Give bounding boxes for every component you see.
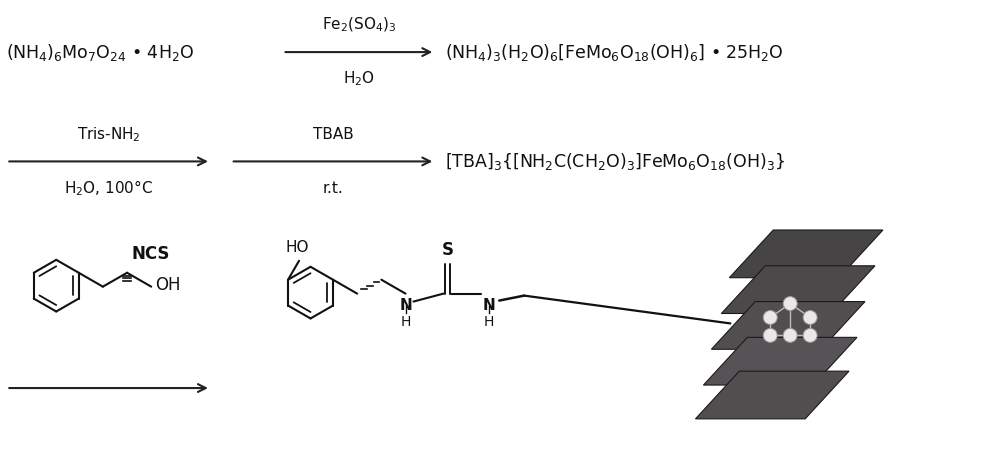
Text: HO: HO [285,240,309,255]
Circle shape [803,328,817,343]
Polygon shape [695,371,849,419]
Text: Tris-NH$_2$: Tris-NH$_2$ [77,125,140,144]
Circle shape [763,311,777,325]
Circle shape [803,311,817,325]
Text: TBAB: TBAB [313,127,353,142]
Text: H: H [400,315,411,330]
Text: (NH$_4$)$_6$Mo$_7$O$_{24}$ • 4H$_2$O: (NH$_4$)$_6$Mo$_7$O$_{24}$ • 4H$_2$O [6,41,195,63]
Text: H$_2$O, 100°C: H$_2$O, 100°C [64,178,153,198]
Text: N: N [483,298,496,313]
Text: OH: OH [155,276,181,294]
Circle shape [763,328,777,343]
Text: H: H [484,315,494,330]
Text: r.t.: r.t. [323,181,343,196]
Text: NCS: NCS [131,245,169,263]
Text: Fe$_2$(SO$_4$)$_3$: Fe$_2$(SO$_4$)$_3$ [322,16,396,35]
Text: S: S [441,241,453,259]
Circle shape [783,296,797,311]
Polygon shape [721,266,875,313]
Circle shape [783,328,797,343]
Polygon shape [729,230,883,278]
Text: N: N [399,298,412,313]
Text: [TBA]$_3${[NH$_2$C(CH$_2$O)$_3$]FeMo$_6$O$_{18}$(OH)$_3$}: [TBA]$_3${[NH$_2$C(CH$_2$O)$_3$]FeMo$_6$… [445,151,785,172]
Text: (NH$_4$)$_3$(H$_2$O)$_6$[FeMo$_6$O$_{18}$(OH)$_6$] • 25H$_2$O: (NH$_4$)$_3$(H$_2$O)$_6$[FeMo$_6$O$_{18}… [445,41,784,63]
Polygon shape [711,301,865,349]
Polygon shape [703,337,857,385]
Text: H$_2$O: H$_2$O [343,70,375,88]
